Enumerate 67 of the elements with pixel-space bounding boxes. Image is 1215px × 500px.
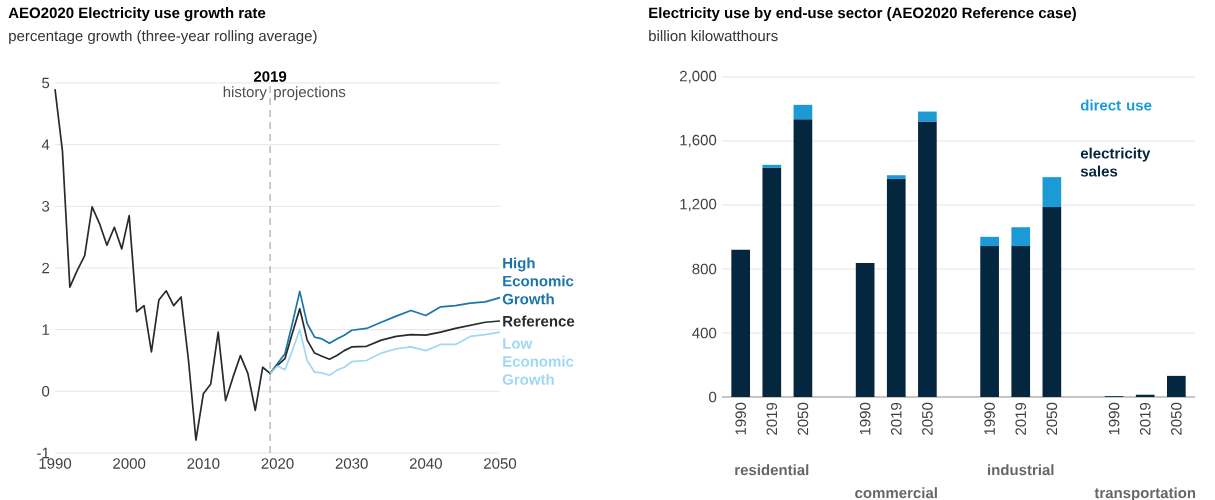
bar — [762, 167, 782, 397]
x-tick-label: 2050 — [484, 458, 517, 469]
x-tick-label: 1990 — [859, 402, 871, 435]
text: direct use — [1080, 99, 1152, 111]
bar — [980, 236, 999, 247]
bar — [1042, 207, 1062, 397]
bar — [793, 119, 813, 397]
bar — [886, 178, 906, 397]
bar — [886, 175, 906, 179]
y-tick-label: -1 — [37, 447, 50, 459]
y-tick-label: 2,000 — [680, 70, 717, 84]
x-tick-label: 2019 — [1139, 402, 1151, 435]
ref-line-label: 2019 — [253, 71, 287, 82]
chart-title: AEO2020 Electricity use growth rate — [8, 7, 266, 22]
x-tick-label: 1990 — [984, 402, 995, 435]
x-tick-label: 2040 — [409, 458, 442, 469]
bar — [1042, 177, 1062, 208]
x-tick-label: 2019 — [1015, 402, 1027, 435]
line-series — [269, 290, 501, 375]
series-label: Reference — [503, 315, 575, 327]
x-tick-label: 2019 — [890, 402, 902, 435]
x-tick-label: 1990 — [1108, 402, 1120, 435]
x-tick-label: 2050 — [1171, 402, 1182, 435]
bar — [1011, 227, 1031, 247]
y-tick-label: 800 — [692, 263, 717, 275]
x-tick-label: 2050 — [922, 402, 933, 435]
x-tick-label: 2019 — [766, 402, 778, 435]
annotation: projections — [274, 86, 346, 101]
bar — [793, 104, 813, 120]
bar — [1166, 375, 1186, 397]
y-tick-label: 4 — [41, 139, 50, 150]
bar — [762, 164, 782, 168]
x-tick-label: 2050 — [1046, 402, 1058, 435]
bar — [731, 249, 751, 397]
text: commercial — [855, 487, 937, 499]
y-tick-label: 5 — [42, 77, 50, 89]
bar — [1011, 246, 1031, 397]
y-tick-label: 1,200 — [680, 198, 717, 212]
annotation: history — [223, 86, 267, 101]
chart-title: Electricity use by end-use sector (AEO2020 Reference case) — [649, 7, 1076, 22]
text: electricity sales — [1080, 147, 1151, 177]
y-tick-label: 0 — [42, 386, 50, 397]
y-tick-label: 2 — [42, 262, 50, 274]
bar — [918, 121, 937, 397]
series-label: Low Economic Growth — [502, 338, 574, 385]
chart-subtitle: percentage growth (three-year rolling average) — [9, 30, 317, 45]
y-tick-label: 400 — [692, 327, 717, 339]
x-tick-label: 1990 — [735, 402, 746, 435]
y-tick-label: 3 — [42, 201, 50, 212]
x-tick-label: 1990 — [39, 458, 72, 469]
y-tick-label: 0 — [709, 391, 717, 403]
x-tick-label: 2020 — [261, 458, 294, 469]
x-tick-label: 2000 — [113, 458, 146, 469]
line-series — [269, 328, 501, 377]
bar — [918, 111, 937, 122]
y-tick-label: 1 — [42, 324, 50, 335]
text: industrial — [988, 464, 1054, 476]
text: residential — [735, 464, 809, 476]
x-tick-label: 2010 — [187, 458, 220, 469]
bar — [855, 263, 875, 397]
chart-subtitle: billion kilowatthours — [649, 30, 778, 42]
bar — [1135, 394, 1155, 397]
bar — [980, 246, 999, 397]
x-tick-label: 2030 — [335, 458, 368, 469]
series-label: High Economic Growth — [502, 257, 574, 305]
y-tick-label: 1,600 — [680, 134, 717, 148]
x-tick-label: 2050 — [797, 402, 809, 435]
